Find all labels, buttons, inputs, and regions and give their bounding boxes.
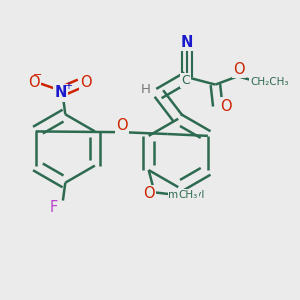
Text: H: H: [140, 82, 150, 96]
Text: F: F: [49, 200, 58, 215]
Text: O: O: [233, 62, 245, 77]
Text: C: C: [181, 74, 190, 87]
Text: O: O: [220, 98, 232, 113]
Text: N: N: [55, 85, 67, 100]
Text: methyl: methyl: [169, 190, 205, 200]
Text: CH₃: CH₃: [178, 190, 198, 200]
Text: ethyl: ethyl: [255, 76, 281, 87]
Text: −: −: [33, 70, 43, 80]
Text: O: O: [28, 75, 40, 90]
Text: N: N: [181, 35, 193, 50]
Text: +: +: [64, 81, 72, 91]
Text: O: O: [80, 75, 92, 90]
Text: O: O: [143, 186, 154, 201]
Text: O: O: [116, 118, 128, 133]
Text: CH₂CH₃: CH₂CH₃: [250, 76, 289, 87]
